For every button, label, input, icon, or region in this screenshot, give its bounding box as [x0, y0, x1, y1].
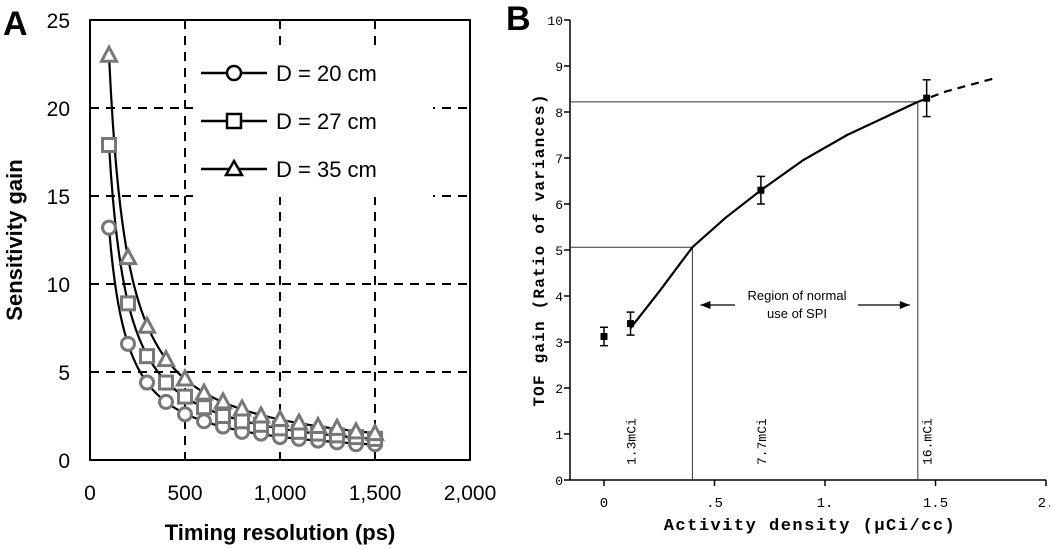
- panel-b-y-tick-label: 7: [555, 152, 563, 167]
- panel-b-y-tick-label: 10: [547, 14, 563, 29]
- panel-a-point-circle: [177, 406, 193, 423]
- panel-a-point-triangle: [136, 315, 158, 334]
- panel-a-legend-label: D = 35 cm: [276, 157, 377, 182]
- panel-b-y-tick-label: 6: [555, 198, 563, 213]
- panel-a-point-circle: [158, 393, 174, 410]
- panel-a-point-square: [120, 295, 136, 312]
- panel-b-points: [600, 79, 931, 347]
- panel-a-x-tick-label: 2,000: [444, 482, 497, 505]
- panel-a-point-triangle: [155, 348, 177, 368]
- panel-a-point-square: [215, 408, 231, 424]
- panel-a-point-triangle: [174, 367, 196, 387]
- panel-a-point-triangle: [117, 246, 139, 266]
- panel-a-point-square: [196, 399, 212, 416]
- panel-b-x-tick-label: .5: [706, 496, 723, 512]
- panel-a-y-tick-label: 10: [47, 274, 70, 297]
- panel-a-x-axis-title: Timing resolution (ps): [165, 520, 396, 545]
- panel-b-data-point: [627, 320, 635, 328]
- panel-b-annotation-text: Region of normal: [748, 288, 847, 303]
- panel-a-y-tick-label: 25: [47, 10, 70, 33]
- panel-a-point-triangle: [364, 422, 386, 442]
- panel-b-x-tick-label: 1.: [817, 496, 834, 512]
- panel-a-legend-triangle-marker: [223, 158, 245, 177]
- panel-a-x-tick-label: 1,500: [349, 482, 402, 505]
- panel-a-x-tick-label: 1,000: [254, 482, 307, 505]
- panel-a-point-square: [139, 348, 155, 365]
- panel-a-point-circle: [101, 219, 117, 236]
- panel-b-y-tick-label: 3: [555, 336, 563, 351]
- panel-b-y-tick-label: 8: [555, 106, 563, 121]
- panel-b-activity-label: 7.7mCi: [755, 418, 770, 465]
- panel-a-x-tick-label: 0: [84, 482, 96, 505]
- panel-b-y-tick-label: 2: [555, 382, 563, 397]
- panel-a-markers: [98, 44, 386, 453]
- panel-b-ticks: 0 1 2 3 4 5 6 7 8 9 10 0 .5 1. 1.5 2.: [547, 14, 1050, 512]
- panel-b-y-tick-label: 5: [555, 244, 563, 259]
- panel-a-y-axis-title: Sensitivity gain: [2, 159, 27, 320]
- panel-a-point-circle: [120, 335, 136, 352]
- panel-a-point-square: [234, 413, 250, 430]
- panel-b-data-point: [600, 332, 608, 340]
- panel-a: A 0 500 1,000 1,500 2,000 0 5 10 15 20 25 D = 20 c…: [2, 5, 496, 545]
- panel-b-y-tick-label: 0: [555, 474, 563, 489]
- panel-b-activity-label: 1.3mCi: [625, 418, 640, 465]
- panel-b-annotation: Region of normal use of SPI 1.3mCi 7.7mCi 16…: [625, 288, 936, 465]
- panel-b-arrowhead-left: [700, 301, 711, 309]
- panel-a-legend-square-marker: [225, 112, 243, 130]
- panel-a-point-triangle: [98, 44, 120, 63]
- panel-a-point-square: [177, 388, 193, 405]
- panel-a-legend-circle-marker: [225, 64, 243, 82]
- panel-b-activity-label: 16.mCi: [921, 418, 936, 465]
- panel-b-label: B: [506, 0, 531, 38]
- panel-b-y-tick-label: 1: [555, 428, 563, 443]
- panel-b-y-tick-label: 9: [555, 60, 563, 75]
- panel-b-x-tick-label: 2.: [1038, 496, 1050, 512]
- panel-a-point-triangle: [288, 411, 310, 431]
- panel-a-y-tick-label: 20: [47, 98, 70, 121]
- panel-a-point-triangle: [269, 408, 291, 428]
- panel-b-data-point: [757, 186, 765, 194]
- panel-a-y-tick-label: 15: [47, 186, 70, 209]
- panel-a-point-circle: [139, 374, 155, 391]
- panel-a-point-triangle: [231, 397, 253, 417]
- panel-b-arrowhead-right: [899, 301, 910, 309]
- panel-b-extrapolated-curve: [917, 76, 998, 103]
- panel-a-point-triangle: [193, 381, 215, 401]
- panel-b-y-tick-label: 4: [555, 290, 563, 305]
- panel-b-x-axis-title: Activity density (μCi/cc): [664, 517, 957, 536]
- panel-a-label: A: [3, 5, 28, 43]
- panel-a-point-triangle: [307, 415, 329, 435]
- panel-a-point-square: [101, 136, 117, 153]
- panel-b-annotation-text: use of SPI: [767, 306, 827, 321]
- panel-b-x-tick-label: 0: [600, 496, 608, 512]
- panel-a-point-square: [158, 374, 174, 391]
- panel-b: B 0 1 2 3 4 5 6 7 8 9 10 0 .5 1. 1.5 2. Region of norma…: [506, 0, 1050, 536]
- panel-a-ticks: 0 500 1,000 1,500 2,000 0 5 10 15 20 25: [47, 10, 497, 505]
- panel-a-point-circle: [196, 413, 212, 430]
- panel-a-point-triangle: [212, 390, 234, 410]
- panel-a-point-triangle: [250, 404, 272, 424]
- panel-a-legend-label: D = 20 cm: [276, 61, 377, 86]
- panel-a-x-tick-label: 500: [167, 482, 202, 505]
- panel-a-y-tick-label: 0: [58, 450, 70, 473]
- panel-a-point-triangle: [326, 417, 348, 436]
- panel-b-y-axis-title: TOF gain (Ratio of variances): [531, 93, 549, 406]
- panel-b-reference-lines: [570, 101, 919, 480]
- panel-a-legend-label: D = 27 cm: [276, 109, 377, 134]
- panel-b-x-tick-label: 1.5: [923, 496, 948, 512]
- panel-a-y-tick-label: 5: [58, 362, 70, 385]
- panel-a-point-triangle: [345, 420, 367, 440]
- panel-a-legend: D = 20 cm D = 27 cm D = 35 cm: [193, 52, 433, 197]
- panel-b-data-point: [923, 94, 931, 102]
